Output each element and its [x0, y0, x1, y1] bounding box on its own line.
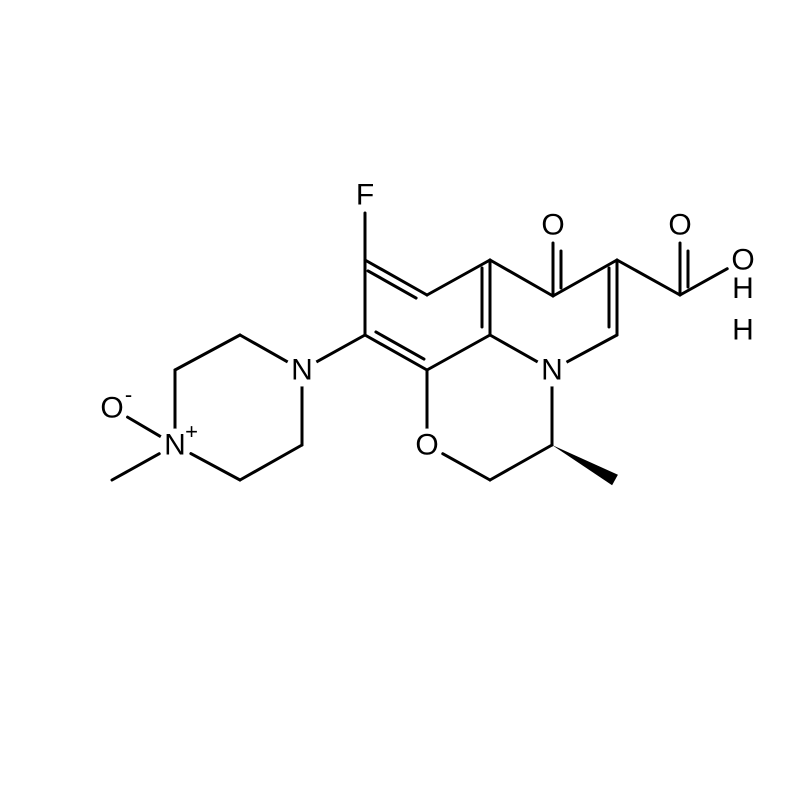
atom-label: O	[541, 209, 564, 242]
atom-label: O	[100, 392, 123, 425]
atom-label: N	[541, 354, 563, 387]
atom-label: H	[732, 314, 754, 347]
atom-label: O	[668, 209, 691, 242]
atom-label: N	[291, 354, 313, 387]
atom-charge: -	[125, 382, 132, 407]
chemical-structure-diagram: FOOOHNONN+O-H	[0, 0, 800, 800]
atom-label: H	[732, 272, 754, 305]
atom-label: F	[356, 179, 374, 212]
atom-label: N	[164, 429, 186, 462]
atom-charge: +	[185, 419, 198, 444]
atom-label: O	[415, 429, 438, 462]
